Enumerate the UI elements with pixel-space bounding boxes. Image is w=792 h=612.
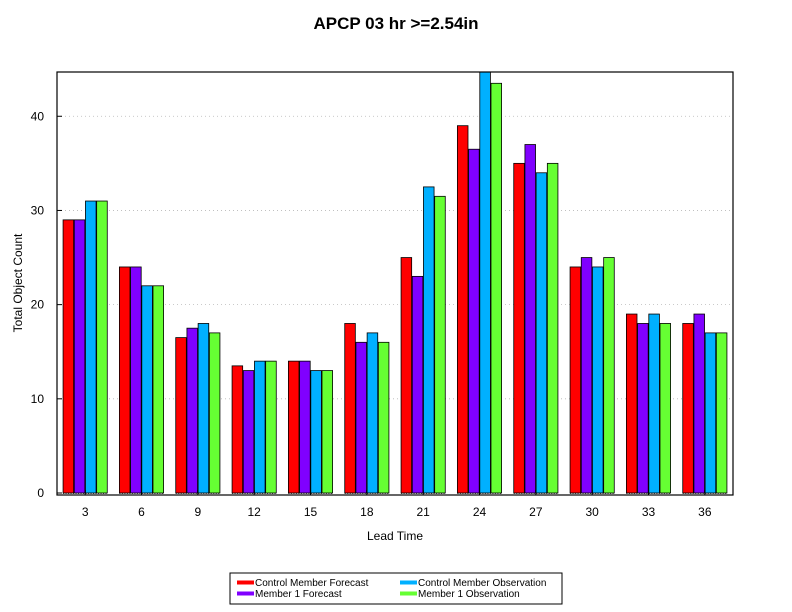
bar-control-member-observation-3 bbox=[85, 200, 97, 494]
x-tick-label: 3 bbox=[82, 505, 89, 519]
x-tick-label: 36 bbox=[698, 505, 712, 519]
bar-member-1-observation-24 bbox=[490, 82, 503, 494]
bar-member-1-forecast-3 bbox=[73, 219, 86, 494]
bar-member-1-forecast-12 bbox=[242, 370, 255, 494]
bar-control-member-observation-9 bbox=[197, 323, 210, 494]
bar-control-member-observation-27 bbox=[535, 172, 548, 494]
bar-control-member-observation-33 bbox=[648, 313, 660, 494]
bar-member-1-observation-30 bbox=[603, 257, 615, 494]
y-axis-label: Total Object Count bbox=[11, 233, 25, 332]
x-tick-label: 27 bbox=[529, 505, 543, 519]
bar-control-member-observation-36 bbox=[704, 332, 717, 494]
bar-member-1-forecast-18 bbox=[355, 341, 367, 494]
x-tick-label: 12 bbox=[247, 505, 261, 519]
bar-member-1-observation-12 bbox=[265, 360, 277, 494]
bar-member-1-forecast-27 bbox=[524, 144, 536, 494]
bar-control-member-forecast-30 bbox=[569, 266, 582, 494]
x-tick-label: 21 bbox=[416, 505, 430, 519]
bar-control-member-forecast-6 bbox=[119, 266, 131, 494]
bar-member-1-observation-36 bbox=[715, 332, 728, 494]
bar-control-member-forecast-3 bbox=[62, 219, 75, 494]
bar-control-member-observation-18 bbox=[366, 332, 379, 494]
bar-control-member-forecast-24 bbox=[456, 125, 469, 494]
x-tick-label: 30 bbox=[585, 505, 599, 519]
bar-control-member-observation-30 bbox=[592, 266, 604, 494]
bar-member-1-observation-6 bbox=[152, 285, 165, 494]
x-tick-label: 6 bbox=[138, 505, 145, 519]
legend-label: Member 1 Observation bbox=[418, 589, 520, 600]
y-tick-label: 10 bbox=[31, 392, 45, 406]
x-axis-label: Lead Time bbox=[367, 529, 423, 543]
plot-frame bbox=[56, 71, 734, 496]
bar-control-member-forecast-33 bbox=[626, 313, 638, 494]
legend-label: Member 1 Forecast bbox=[255, 589, 342, 600]
y-tick-label: 0 bbox=[37, 486, 44, 500]
bar-member-1-forecast-15 bbox=[299, 360, 311, 494]
bar-member-1-observation-21 bbox=[434, 195, 446, 494]
bar-control-member-forecast-15 bbox=[287, 360, 300, 494]
y-tick-label: 20 bbox=[31, 298, 45, 312]
chart-title: APCP 03 hr >=2.54in bbox=[313, 14, 478, 33]
x-tick-label: 24 bbox=[473, 505, 487, 519]
x-tick-label: 33 bbox=[642, 505, 656, 519]
bar-control-member-observation-21 bbox=[423, 186, 435, 494]
bar-member-1-forecast-36 bbox=[693, 313, 705, 494]
bar-control-member-forecast-21 bbox=[400, 257, 413, 494]
bar-member-1-forecast-24 bbox=[468, 148, 480, 494]
legend-label: Control Member Forecast bbox=[255, 578, 369, 589]
y-tick-label: 40 bbox=[31, 109, 45, 123]
bar-member-1-observation-9 bbox=[208, 332, 221, 494]
y-tick-label: 30 bbox=[31, 203, 45, 217]
bar-member-1-observation-27 bbox=[546, 162, 559, 494]
legend-label: Control Member Observation bbox=[418, 578, 546, 589]
bar-control-member-observation-6 bbox=[141, 285, 153, 494]
bar-control-member-observation-15 bbox=[310, 370, 322, 494]
bar-member-1-forecast-9 bbox=[186, 327, 198, 494]
bar-control-member-forecast-12 bbox=[231, 365, 244, 494]
legend: Control Member Forecast Control Member Ob… bbox=[229, 572, 563, 605]
bar-member-1-observation-3 bbox=[96, 200, 108, 494]
bar-member-1-observation-15 bbox=[321, 370, 334, 494]
bar-member-1-forecast-21 bbox=[411, 275, 424, 494]
x-tick-label: 9 bbox=[194, 505, 201, 519]
x-tick-label: 15 bbox=[304, 505, 318, 519]
bars bbox=[62, 71, 728, 494]
bar-member-1-observation-18 bbox=[377, 341, 390, 494]
legend-box bbox=[229, 572, 563, 605]
x-tick-label: 18 bbox=[360, 505, 374, 519]
bar-control-member-forecast-18 bbox=[344, 323, 356, 494]
bar-member-1-forecast-6 bbox=[130, 266, 142, 494]
bar-member-1-forecast-30 bbox=[580, 257, 593, 494]
bar-control-member-observation-12 bbox=[254, 360, 266, 494]
bar-member-1-forecast-33 bbox=[637, 323, 649, 494]
bar-control-member-observation-24 bbox=[479, 71, 491, 494]
bar-control-member-forecast-27 bbox=[513, 162, 525, 494]
bar-member-1-observation-33 bbox=[659, 323, 672, 494]
bar-control-member-forecast-36 bbox=[682, 323, 694, 494]
gridlines bbox=[57, 115, 733, 400]
bar-control-member-forecast-9 bbox=[175, 337, 187, 494]
